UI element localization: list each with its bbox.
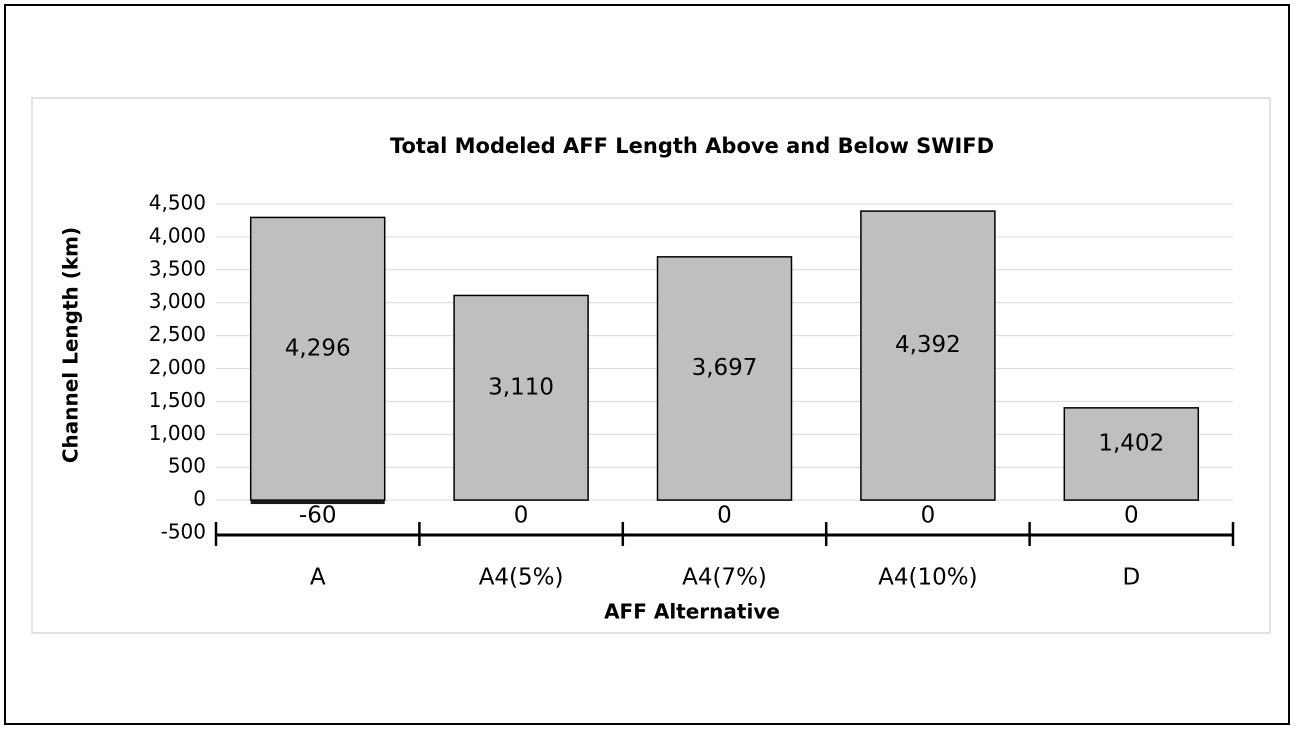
y-tick-label: -500 <box>161 520 206 544</box>
bar <box>656 256 793 501</box>
y-tick-label: 1,000 <box>149 421 206 445</box>
y-tick-label: 3,000 <box>149 289 206 313</box>
data-label: 4,392 <box>895 332 961 358</box>
data-label: 3,110 <box>488 374 554 400</box>
y-tick-label: 0 <box>193 487 206 511</box>
y-tick-label: 2,500 <box>149 322 206 346</box>
bar <box>249 216 386 501</box>
data-label: 3,697 <box>692 355 758 381</box>
x-axis-title: AFF Alternative <box>604 600 780 624</box>
data-label: 0 <box>1124 503 1139 529</box>
bar <box>1063 407 1200 501</box>
data-label: 0 <box>921 503 936 529</box>
y-tick-label: 500 <box>168 454 206 478</box>
y-tick-label: 3,500 <box>149 256 206 280</box>
data-label: 1,402 <box>1098 430 1164 456</box>
bar <box>860 210 996 501</box>
y-tick-label: 4,000 <box>149 223 206 247</box>
x-tick-label: D <box>1122 565 1140 591</box>
data-label: 0 <box>717 503 732 529</box>
bar <box>453 294 589 501</box>
y-tick-label: 4,500 <box>149 191 206 215</box>
y-tick-label: 2,000 <box>149 355 206 379</box>
data-label: 4,296 <box>285 335 351 361</box>
y-axis-title: Channel Length (km) <box>59 227 83 463</box>
x-tick-label: A <box>310 565 326 591</box>
bar <box>250 500 385 505</box>
data-label: -60 <box>299 503 337 529</box>
data-label: 0 <box>514 503 529 529</box>
x-tick-label: A4(10%) <box>878 565 977 591</box>
x-tick-label: A4(5%) <box>479 565 564 591</box>
y-tick-label: 1,500 <box>149 388 206 412</box>
chart-area <box>31 97 1271 634</box>
chart-title: Total Modeled AFF Length Above and Below… <box>390 134 994 158</box>
x-tick-label: A4(7%) <box>682 565 767 591</box>
